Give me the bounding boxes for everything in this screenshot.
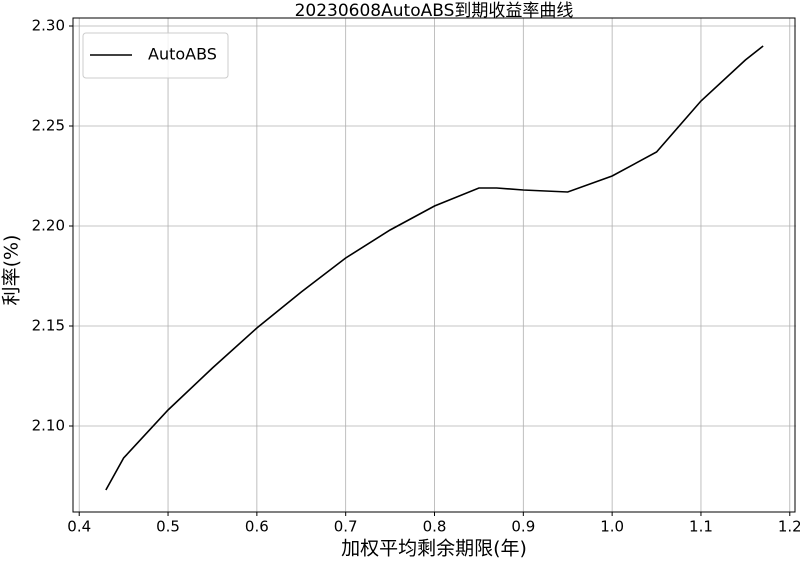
- legend-box: [82, 32, 229, 79]
- x-tick-label: 0.7: [334, 518, 358, 536]
- x-tick-label: 1.2: [778, 518, 800, 536]
- chart-title: 20230608AutoABS到期收益率曲线: [295, 1, 574, 21]
- x-tick-label: 1.1: [689, 518, 713, 536]
- x-tick-label: 0.5: [156, 518, 180, 536]
- y-tick-label: 2.15: [32, 317, 65, 335]
- y-tick-label: 2.25: [32, 117, 65, 135]
- x-axis-label: 加权平均剩余期限(年): [341, 538, 527, 560]
- x-tick-label: 1.0: [600, 518, 624, 536]
- line-series: [105, 45, 764, 491]
- x-tick-label: 0.6: [245, 518, 269, 536]
- x-tick-label: 0.8: [423, 518, 447, 536]
- legend-label: AutoABS: [148, 45, 217, 64]
- x-tick-label: 0.4: [67, 518, 91, 536]
- y-tick-label: 2.20: [32, 217, 65, 235]
- y-tick-label: 2.30: [32, 17, 65, 35]
- plot-frame: [72, 17, 796, 513]
- y-tick-label: 2.10: [32, 417, 65, 435]
- y-axis-label: 利率(%): [1, 235, 23, 306]
- x-tick-label: 0.9: [511, 518, 535, 536]
